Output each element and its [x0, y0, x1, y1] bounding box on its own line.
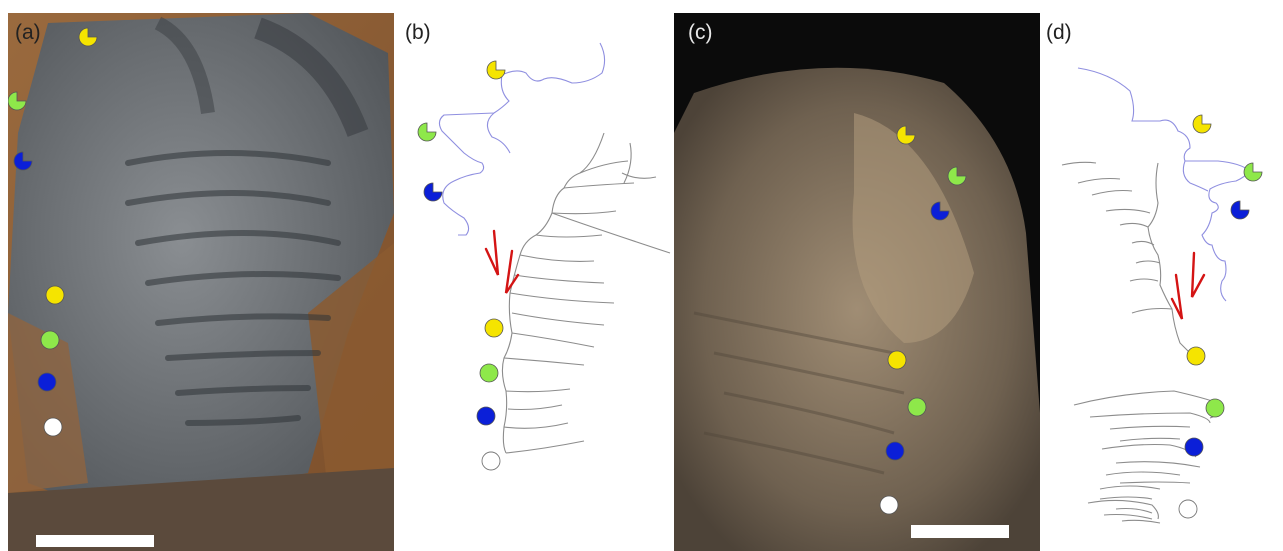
- panel-label-a: (a): [15, 21, 41, 44]
- white-marker: [43, 417, 63, 437]
- panel-label-d: (d): [1046, 21, 1072, 44]
- lower-outline-b: [501, 132, 605, 454]
- panel-d-drawing: [1061, 67, 1263, 524]
- yellow-marker-upper: [1192, 114, 1212, 134]
- lower-outline-d: [1147, 162, 1191, 354]
- blue-marker-upper: [930, 201, 950, 221]
- upper-outline-d: [1077, 67, 1251, 302]
- scale-bar-c: [911, 525, 1009, 538]
- panel-c-photo: [674, 13, 1040, 551]
- green-marker-upper: [947, 166, 967, 186]
- panel-d: (d): [1040, 13, 1283, 551]
- blue-marker-upper: [1230, 200, 1250, 220]
- blue-marker-upper: [13, 151, 33, 171]
- blue-marker-lower: [885, 441, 905, 461]
- yellow-marker-lower: [887, 350, 907, 370]
- blue-marker-lower: [1184, 437, 1204, 457]
- panel-a-markers: [8, 27, 154, 547]
- shear-arrows-d: [1170, 251, 1206, 320]
- green-marker-lower: [40, 330, 60, 350]
- panel-label-b: (b): [405, 21, 431, 44]
- blue-marker-lower: [37, 372, 57, 392]
- panel-c: (c): [674, 13, 1040, 551]
- upper-outline-b: [438, 42, 606, 236]
- panel-b: (b): [394, 13, 674, 551]
- yellow-marker-lower: [484, 318, 504, 338]
- green-marker-upper: [8, 91, 27, 111]
- yellow-marker-upper: [896, 125, 916, 145]
- shear-arrows-b: [484, 229, 520, 294]
- yellow-marker-lower: [1186, 346, 1206, 366]
- yellow-marker-lower: [45, 285, 65, 305]
- panel-c-markers: [879, 125, 1009, 538]
- green-marker-lower: [479, 363, 499, 383]
- panel-label-c: (c): [688, 21, 713, 44]
- green-marker-upper: [417, 122, 437, 142]
- panel-a: (a): [8, 13, 394, 551]
- green-marker-lower: [1205, 398, 1225, 418]
- yellow-marker-upper: [78, 27, 98, 47]
- yellow-marker-upper: [486, 60, 506, 80]
- panel-a-photo: [8, 13, 394, 551]
- white-marker: [481, 451, 501, 471]
- panel-b-drawing: [417, 42, 671, 471]
- scale-bar-a: [36, 535, 154, 547]
- white-marker: [1178, 499, 1198, 519]
- blue-marker-upper: [423, 182, 443, 202]
- green-marker-lower: [907, 397, 927, 417]
- white-marker: [879, 495, 899, 515]
- blue-marker-lower: [476, 406, 496, 426]
- green-marker-upper: [1243, 162, 1263, 182]
